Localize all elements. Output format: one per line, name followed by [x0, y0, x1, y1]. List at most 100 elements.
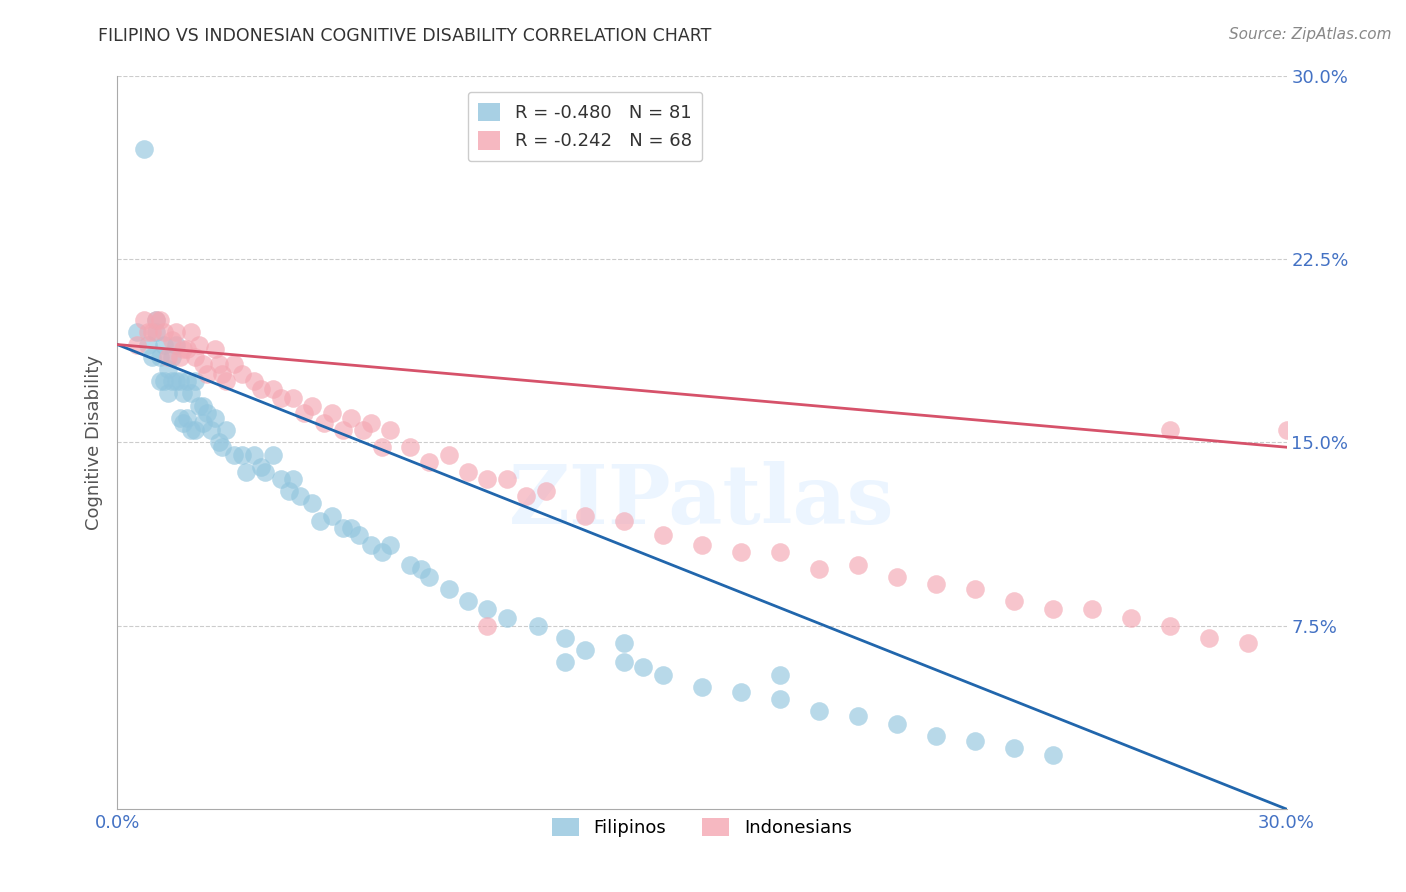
- Point: [156, 386, 179, 401]
- Point: [156, 350, 179, 364]
- Point: [301, 496, 323, 510]
- Point: [125, 326, 148, 340]
- Text: ZIPatlas: ZIPatlas: [509, 461, 894, 541]
- Point: [651, 528, 673, 542]
- Point: [371, 545, 394, 559]
- Point: [134, 313, 156, 327]
- Point: [1002, 741, 1025, 756]
- Point: [340, 410, 363, 425]
- Point: [846, 558, 869, 572]
- Point: [925, 729, 948, 743]
- Point: [690, 680, 713, 694]
- Point: [184, 350, 207, 364]
- Point: [176, 374, 198, 388]
- Point: [169, 374, 191, 388]
- Point: [312, 416, 335, 430]
- Y-axis label: Cognitive Disability: Cognitive Disability: [86, 355, 103, 530]
- Point: [1119, 611, 1142, 625]
- Point: [149, 313, 172, 327]
- Point: [254, 465, 277, 479]
- Point: [281, 392, 304, 406]
- Point: [145, 326, 167, 340]
- Point: [153, 326, 176, 340]
- Point: [1159, 423, 1181, 437]
- Point: [807, 562, 830, 576]
- Point: [224, 448, 246, 462]
- Point: [496, 472, 519, 486]
- Point: [134, 142, 156, 156]
- Point: [165, 337, 187, 351]
- Point: [172, 343, 194, 357]
- Point: [250, 459, 273, 474]
- Point: [211, 440, 233, 454]
- Point: [534, 484, 557, 499]
- Point: [613, 656, 636, 670]
- Point: [527, 618, 550, 632]
- Point: [347, 528, 370, 542]
- Point: [730, 545, 752, 559]
- Point: [149, 350, 172, 364]
- Point: [769, 545, 792, 559]
- Point: [574, 643, 596, 657]
- Point: [411, 562, 433, 576]
- Point: [200, 423, 222, 437]
- Point: [398, 440, 420, 454]
- Point: [184, 423, 207, 437]
- Point: [250, 382, 273, 396]
- Point: [886, 716, 908, 731]
- Point: [160, 333, 183, 347]
- Text: Source: ZipAtlas.com: Source: ZipAtlas.com: [1229, 27, 1392, 42]
- Point: [613, 514, 636, 528]
- Point: [138, 337, 160, 351]
- Point: [215, 423, 238, 437]
- Point: [925, 577, 948, 591]
- Point: [165, 374, 187, 388]
- Point: [149, 374, 172, 388]
- Point: [807, 704, 830, 718]
- Point: [457, 594, 479, 608]
- Point: [769, 667, 792, 681]
- Point: [277, 484, 299, 499]
- Point: [1198, 631, 1220, 645]
- Point: [554, 656, 576, 670]
- Point: [242, 448, 264, 462]
- Point: [138, 326, 160, 340]
- Point: [846, 709, 869, 723]
- Point: [332, 423, 354, 437]
- Point: [378, 423, 401, 437]
- Point: [1080, 601, 1102, 615]
- Point: [172, 416, 194, 430]
- Point: [1042, 748, 1064, 763]
- Point: [769, 692, 792, 706]
- Point: [188, 399, 211, 413]
- Point: [332, 521, 354, 535]
- Point: [418, 570, 440, 584]
- Point: [145, 313, 167, 327]
- Point: [437, 582, 460, 596]
- Point: [191, 416, 214, 430]
- Point: [195, 367, 218, 381]
- Point: [153, 374, 176, 388]
- Point: [290, 489, 312, 503]
- Point: [145, 313, 167, 327]
- Point: [172, 386, 194, 401]
- Point: [477, 472, 499, 486]
- Point: [231, 367, 253, 381]
- Point: [165, 326, 187, 340]
- Point: [224, 357, 246, 371]
- Point: [195, 406, 218, 420]
- Point: [321, 508, 343, 523]
- Point: [963, 733, 986, 747]
- Point: [270, 472, 292, 486]
- Point: [352, 423, 374, 437]
- Point: [180, 326, 202, 340]
- Point: [191, 357, 214, 371]
- Point: [1002, 594, 1025, 608]
- Point: [515, 489, 537, 503]
- Point: [309, 514, 332, 528]
- Point: [169, 350, 191, 364]
- Point: [281, 472, 304, 486]
- Point: [176, 343, 198, 357]
- Point: [963, 582, 986, 596]
- Point: [437, 448, 460, 462]
